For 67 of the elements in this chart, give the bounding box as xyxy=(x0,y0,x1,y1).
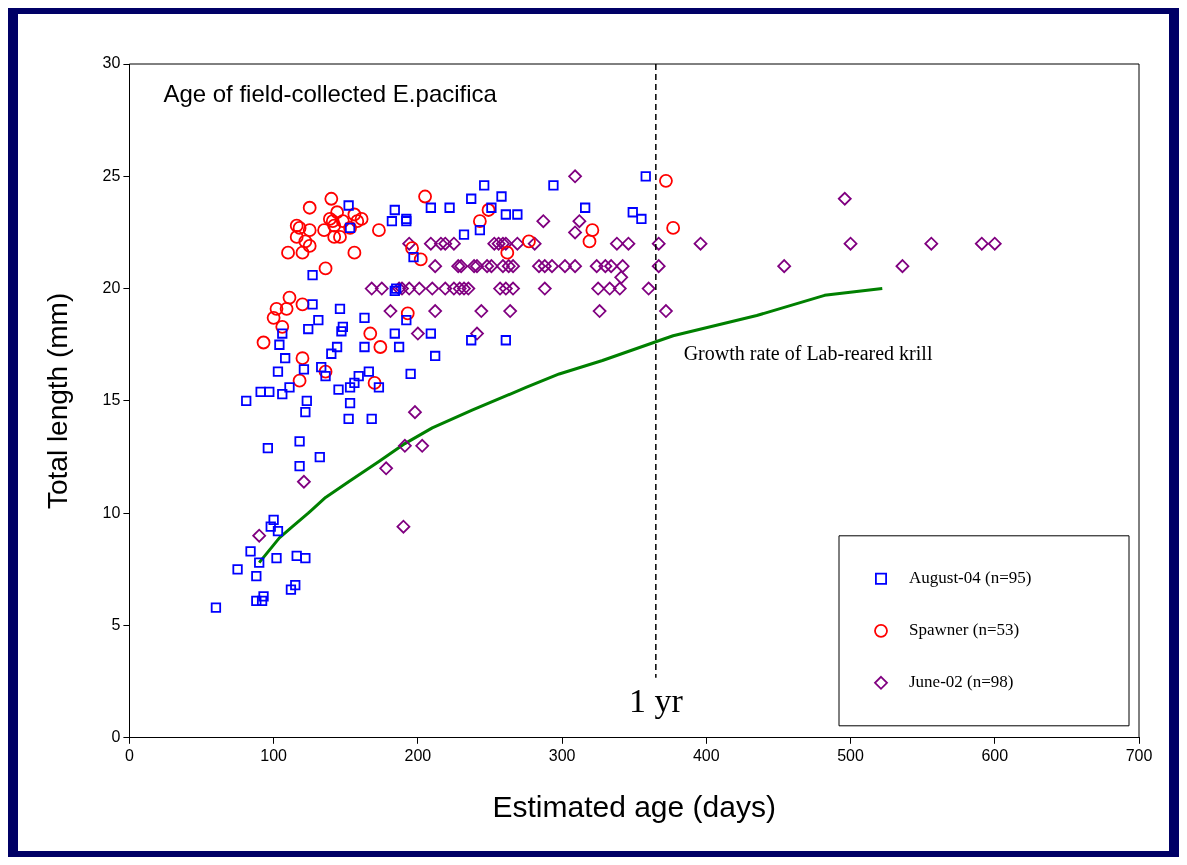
point xyxy=(347,207,362,222)
y-tick-label: 30 xyxy=(102,54,121,72)
y-tick-label: 0 xyxy=(111,728,121,746)
x-tick-label: 200 xyxy=(404,746,432,764)
x-tick-label: 300 xyxy=(548,746,576,764)
y-axis-title: Total length (mm) xyxy=(41,292,73,510)
point xyxy=(400,306,415,321)
point xyxy=(659,173,673,188)
point xyxy=(522,234,536,249)
point xyxy=(354,212,369,226)
point xyxy=(472,214,487,229)
point xyxy=(318,364,333,379)
point xyxy=(367,376,382,390)
point xyxy=(418,189,432,204)
x-tick-label: 400 xyxy=(692,746,720,764)
y-tick-label: 5 xyxy=(111,615,121,633)
point xyxy=(295,245,310,260)
point xyxy=(298,234,313,249)
point xyxy=(256,335,271,350)
point xyxy=(292,373,307,388)
x-axis-title: Estimated age (days) xyxy=(492,790,776,824)
point xyxy=(324,191,339,206)
ref-line-label: 1 yr xyxy=(628,681,684,719)
point xyxy=(335,214,350,229)
x-tick-label: 700 xyxy=(1125,746,1153,764)
point xyxy=(373,340,388,354)
y-tick-label: 25 xyxy=(102,166,121,184)
point xyxy=(302,239,317,253)
point xyxy=(405,241,419,256)
legend-label: August-04 (n=95) xyxy=(909,568,1032,588)
point xyxy=(350,214,365,229)
point xyxy=(281,245,295,260)
annotation: Growth rate of Lab-reared krill xyxy=(683,342,933,365)
y-tick-label: 20 xyxy=(102,279,121,297)
point xyxy=(481,203,496,217)
x-tick-label: 100 xyxy=(260,746,288,764)
point xyxy=(327,230,342,244)
point xyxy=(372,223,386,238)
point xyxy=(275,319,290,334)
point xyxy=(282,290,297,305)
point xyxy=(363,326,378,341)
point xyxy=(295,351,310,366)
point xyxy=(269,301,284,316)
point xyxy=(318,261,333,276)
point xyxy=(666,221,681,235)
point xyxy=(413,252,428,267)
point xyxy=(500,245,515,260)
point xyxy=(302,200,317,215)
point xyxy=(585,223,600,238)
y-tick-label: 15 xyxy=(102,391,121,409)
point xyxy=(327,218,342,233)
x-tick-label: 500 xyxy=(837,746,864,764)
point xyxy=(333,230,347,244)
point xyxy=(279,301,294,316)
point xyxy=(347,245,362,260)
point xyxy=(289,230,304,244)
point xyxy=(266,310,281,325)
point xyxy=(582,234,597,249)
point xyxy=(317,223,332,238)
y-tick-label: 10 xyxy=(102,503,121,521)
legend-label: Spawner (n=53) xyxy=(909,620,1020,640)
legend-label: June-02 (n=98) xyxy=(909,672,1014,692)
point xyxy=(302,223,317,238)
x-tick-label: 600 xyxy=(981,746,1009,764)
x-tick-label: 0 xyxy=(124,746,134,764)
text: Age of field-collected E.pacifica xyxy=(163,80,498,107)
point xyxy=(330,205,344,220)
